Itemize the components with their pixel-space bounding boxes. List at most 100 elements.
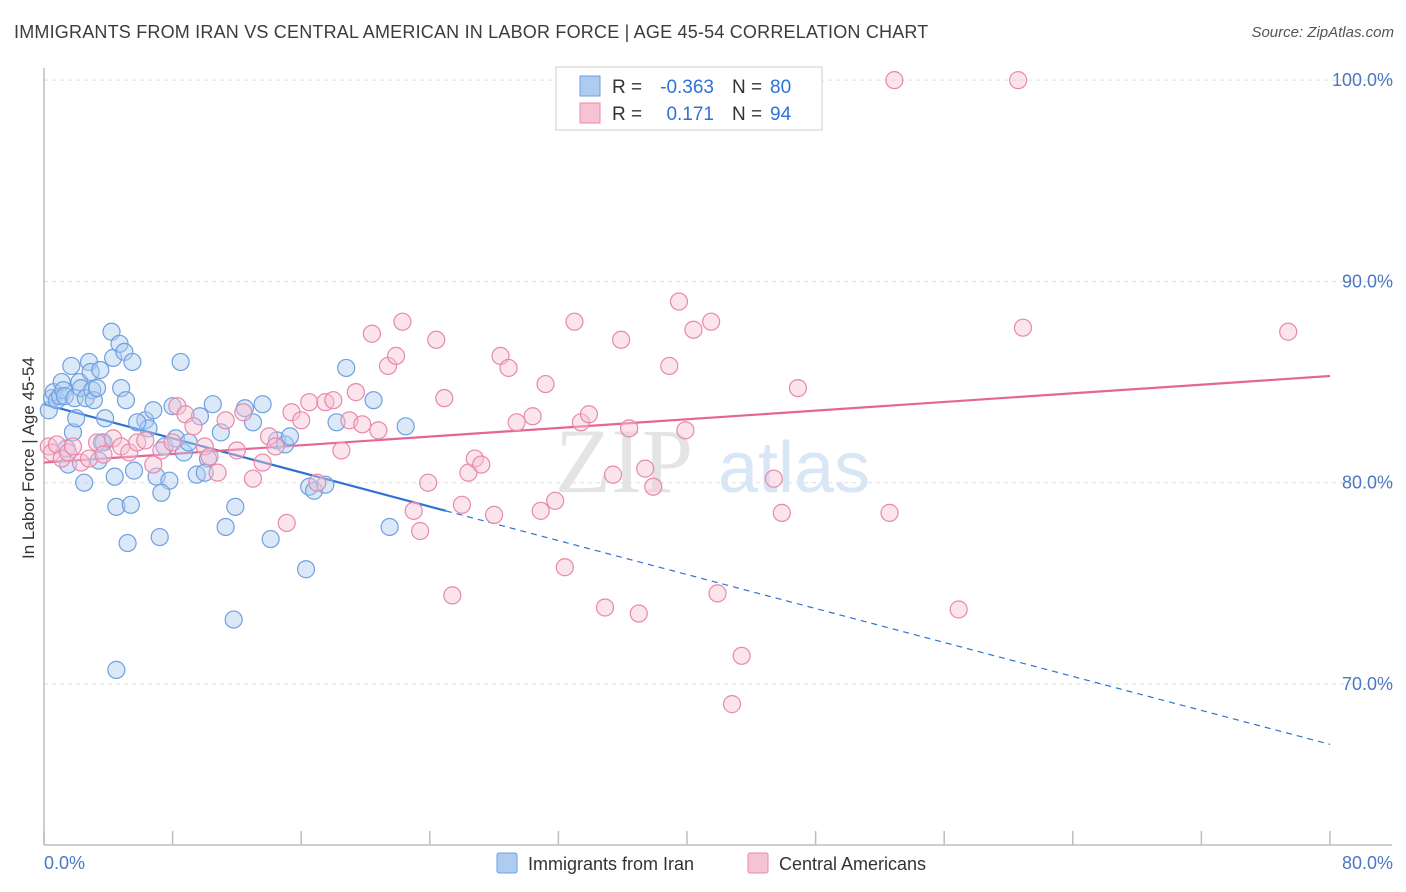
iran-data-point [70,372,89,392]
series-iran-points [39,322,415,679]
central-american-data-point [208,463,227,482]
central-american-data-point [362,324,382,343]
central-american-data-point [266,437,285,456]
central-american-data-point [499,358,518,378]
correlation-legend: R = -0.363 N = 80 R = 0.171 N = 94 [555,66,823,131]
iran-data-point [112,378,131,398]
central-american-data-point [531,501,550,520]
iran-data-point [163,397,182,416]
central-american-data-point [94,445,113,464]
iran-data-point [123,352,142,372]
iran-data-point [216,517,235,537]
iran-data-point [105,467,124,486]
central-american-data-point [684,320,703,339]
iran-data-point [144,401,163,420]
legend-swatch-central-american [579,102,601,124]
iran-trend-line-extension [445,510,1331,745]
central-american-data-point [669,292,689,311]
central-american-data-point [472,455,491,474]
legend-swatch-iran [579,75,601,97]
central-american-data-point [603,465,623,484]
central-american-data-point [629,604,648,623]
central-american-data-point [435,389,454,408]
iran-data-point [261,529,280,549]
y-tick-labels: 70.0% 80.0% 90.0% 100.0% [1332,70,1393,694]
central-american-data-point [195,437,214,456]
central-american-data-point [644,477,663,496]
central-american-data-point [79,449,99,468]
legend-n-value-iran: 80 [770,77,791,98]
central-american-data-point [452,495,472,514]
iran-data-point [380,517,399,537]
central-american-data-point [308,473,327,492]
legend-r-value-central-american: 0.171 [666,104,714,125]
iran-data-point [171,352,190,372]
central-american-data-point [234,403,253,422]
central-american-data-point [393,312,412,331]
iran-data-point [91,360,110,380]
iran-data-point [139,419,158,438]
central-american-data-point [63,437,83,456]
y-tick-label: 70.0% [1342,674,1393,694]
iran-trend-line [43,403,447,512]
iran-data-point [150,527,169,547]
central-american-data-point [324,391,343,410]
central-american-data-point [259,427,279,446]
legend-n-label-central-american: N = [732,104,762,125]
watermark-atlas: atlas [718,428,870,508]
iran-data-point [63,423,83,442]
iran-data-point [107,660,126,679]
central-american-data-point [59,443,78,462]
central-american-data-point [595,598,615,617]
central-american-data-point [136,431,155,450]
chart-title: IMMIGRANTS FROM IRAN VS CENTRAL AMERICAN… [14,22,929,42]
central-american-data-point [523,407,542,426]
central-american-data-point [708,584,727,603]
iran-data-point [128,413,147,432]
central-american-data-point [620,419,639,438]
legend-r-value-iran: -0.363 [660,77,714,98]
central-american-data-point [227,441,246,460]
iran-data-point [107,497,126,516]
central-american-data-point [565,312,584,331]
iran-data-point [118,533,137,553]
central-american-data-point [555,558,574,577]
central-american-data-point [243,469,263,488]
iran-data-point [364,391,383,410]
iran-data-point [280,427,300,446]
central-american-data-point [536,374,555,394]
central-american-data-point [163,433,182,452]
central-american-data-point [443,586,462,605]
iran-data-point [84,391,103,410]
central-american-data-point [404,501,423,520]
iran-data-point [87,378,107,398]
iran-data-point [224,610,243,629]
central-american-data-point [676,421,695,440]
iran-data-point [67,409,86,428]
iran-data-point [190,407,210,426]
iran-data-point [62,356,81,376]
central-american-data-point [507,413,526,432]
central-american-data-point [292,411,311,430]
central-american-data-point [722,695,742,714]
y-tick-label: 90.0% [1342,271,1393,291]
legend-n-value-central-american: 94 [770,104,792,125]
series-legend: Immigrants from Iran Central Americans [496,852,926,874]
central-american-data-point [216,411,235,430]
central-american-data-point [200,447,219,466]
central-american-data-point [732,646,751,665]
central-american-data-point [764,469,783,488]
iran-data-point [203,395,222,414]
central-american-data-point [353,415,372,434]
x-tick-label-max: 80.0% [1342,853,1393,873]
iran-data-point [211,423,230,442]
trend-lines [43,374,1331,745]
central-american-data-point [636,459,655,478]
iran-data-point [152,483,171,502]
central-american-data-point [253,453,272,472]
central-american-data-point [702,312,721,331]
legend-r-label-central-american: R = [612,104,642,125]
central-american-data-point [885,71,904,90]
central-american-data-point [579,405,599,424]
